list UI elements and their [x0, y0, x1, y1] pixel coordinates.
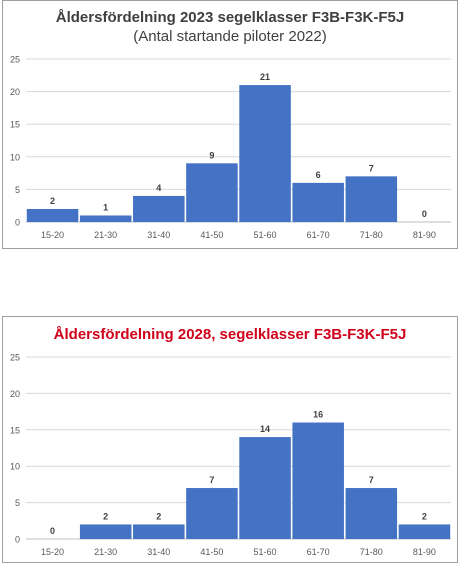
- x-tick-label: 21-30: [94, 230, 117, 240]
- bar: [345, 488, 398, 539]
- bar: [398, 524, 451, 539]
- bar: [133, 195, 185, 222]
- bar: [186, 488, 238, 539]
- x-tick-label: 51-60: [254, 230, 277, 240]
- chart-subtitle: (Antal startande piloter 2022): [133, 28, 327, 45]
- chart-2028: Åldersfördelning 2028, segelklasser F3B-…: [2, 316, 458, 563]
- x-tick-label: 41-50: [200, 230, 223, 240]
- bar: [292, 182, 344, 222]
- x-tick-label: 41-50: [200, 547, 223, 557]
- x-tick-label: 51-60: [254, 547, 277, 557]
- y-tick-label: 10: [10, 462, 20, 472]
- y-tick-label: 0: [15, 535, 20, 545]
- data-label: 2: [50, 196, 55, 206]
- y-tick-label: 10: [10, 152, 20, 162]
- x-tick-label: 61-70: [307, 547, 330, 557]
- bar: [239, 85, 291, 222]
- chart-title: Åldersfördelning 2028, segelklasser F3B-…: [53, 326, 407, 343]
- x-tick-label: 71-80: [360, 547, 383, 557]
- data-label: 4: [156, 183, 161, 193]
- data-label: 2: [156, 511, 161, 521]
- y-tick-label: 5: [15, 185, 20, 195]
- bar: [79, 524, 132, 539]
- x-tick-label: 81-90: [413, 230, 436, 240]
- y-tick-label: 0: [15, 218, 20, 228]
- x-tick-label: 21-30: [94, 547, 117, 557]
- x-tick-label: 31-40: [147, 547, 170, 557]
- data-label: 2: [103, 511, 108, 521]
- data-label: 7: [369, 163, 374, 173]
- chart-plot-area: 0 5 10 15 20 25 0 15-20 2 21-30 2 31-40 7 41-50 14 51-6…: [10, 353, 451, 557]
- data-label: 7: [209, 475, 214, 485]
- bar: [79, 215, 132, 222]
- data-label: 16: [313, 410, 323, 420]
- x-tick-label: 31-40: [147, 230, 170, 240]
- x-tick-label: 15-20: [41, 547, 64, 557]
- chart-title: Åldersfördelning 2023 segelklasser F3B-F…: [55, 9, 405, 26]
- y-tick-label: 15: [10, 120, 20, 130]
- x-tick-label: 15-20: [41, 230, 64, 240]
- y-tick-label: 25: [10, 353, 20, 363]
- data-label: 7: [369, 475, 374, 485]
- data-label: 9: [209, 150, 214, 160]
- chart-2023: Åldersfördelning 2023 segelklasser F3B-F…: [2, 0, 458, 249]
- bar: [345, 176, 398, 222]
- y-tick-label: 20: [10, 389, 20, 399]
- bar: [133, 524, 185, 539]
- x-tick-label: 81-90: [413, 547, 436, 557]
- chart-plot-area: 0 5 10 15 20 25 2 15-20 1 21-30 4 31-40 9 41-50 21 51-6…: [10, 55, 451, 240]
- data-label: 2: [422, 511, 427, 521]
- data-label: 21: [260, 72, 270, 82]
- y-tick-label: 5: [15, 498, 20, 508]
- bar: [239, 437, 291, 539]
- y-tick-label: 25: [10, 55, 20, 65]
- x-tick-label: 71-80: [360, 230, 383, 240]
- data-label: 0: [422, 209, 427, 219]
- data-label: 6: [316, 170, 321, 180]
- x-tick-label: 61-70: [307, 230, 330, 240]
- y-tick-label: 15: [10, 425, 20, 435]
- data-label: 14: [260, 424, 270, 434]
- data-label: 1: [103, 202, 108, 212]
- y-tick-label: 20: [10, 87, 20, 97]
- data-label: 0: [50, 526, 55, 536]
- bar: [26, 208, 79, 222]
- bar: [292, 422, 344, 539]
- bar: [186, 163, 238, 222]
